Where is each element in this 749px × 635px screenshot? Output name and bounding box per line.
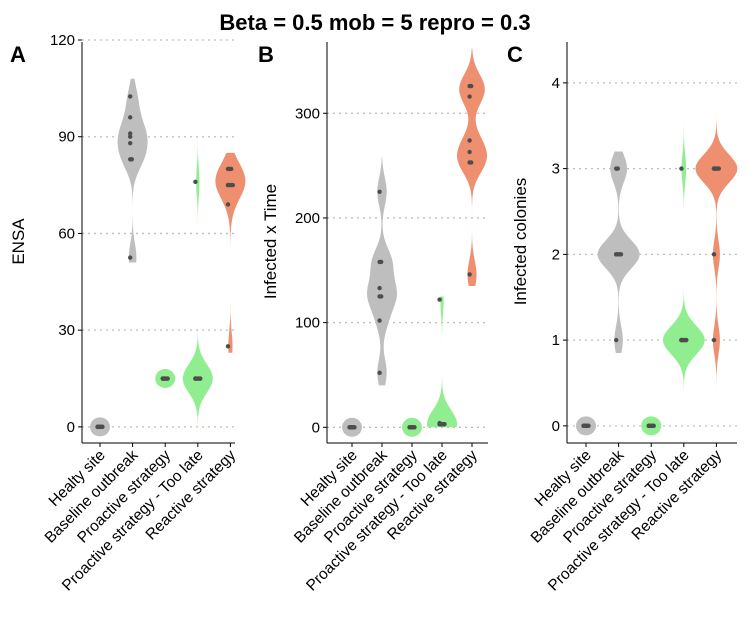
data-point [469, 160, 474, 165]
data-point [129, 157, 134, 162]
data-point [128, 131, 133, 136]
data-point [377, 318, 382, 323]
data-point [225, 344, 231, 349]
data-point [352, 425, 357, 430]
panel-label-c: C [507, 42, 523, 67]
data-point [128, 255, 133, 260]
violin-shape [367, 157, 397, 386]
data-point [586, 423, 591, 429]
data-point [225, 182, 231, 188]
data-point [711, 337, 717, 343]
violin-shape [215, 152, 246, 353]
violin-shape [457, 48, 487, 286]
data-point [128, 140, 133, 146]
data-point [97, 424, 102, 430]
y-axis-title: Infected colonies [511, 178, 530, 306]
figure-title: Beta = 0.5 mob = 5 repro = 0.3 [219, 10, 530, 35]
panel-label-a: A [10, 42, 26, 67]
data-point [377, 189, 382, 194]
y-tick-label: 0 [552, 418, 560, 435]
data-point [467, 94, 472, 99]
data-point [128, 115, 133, 120]
data-point [128, 94, 133, 99]
y-tick-label: 120 [50, 32, 75, 49]
y-tick-label: 300 [295, 105, 320, 122]
data-point [437, 420, 442, 426]
data-point [409, 425, 414, 430]
data-point [165, 376, 170, 381]
violin-shape [182, 123, 213, 427]
violin-shape [695, 74, 738, 401]
data-point [377, 285, 382, 291]
violin-shape [597, 151, 640, 353]
data-point [614, 252, 619, 257]
data-point [100, 424, 105, 430]
data-point [225, 202, 231, 207]
data-point [437, 297, 442, 302]
y-axis-title: Infected x Time [261, 184, 280, 299]
panel-label-b: B [258, 42, 274, 67]
data-point [230, 182, 235, 188]
y-tick-label: 3 [552, 161, 560, 178]
data-point [711, 252, 717, 257]
data-point [583, 423, 588, 429]
data-point [198, 376, 203, 381]
y-tick-label: 2 [552, 246, 560, 263]
data-point [679, 166, 684, 171]
data-point [229, 166, 234, 172]
y-tick-label: 90 [58, 129, 75, 146]
data-point [618, 252, 624, 257]
y-tick-label: 1 [552, 332, 560, 349]
y-tick-label: 200 [295, 210, 320, 227]
data-point [379, 294, 384, 299]
data-point [193, 179, 198, 185]
y-tick-label: 60 [58, 225, 75, 242]
data-point [128, 134, 133, 139]
data-point [648, 423, 653, 429]
violin-shape [117, 78, 148, 263]
data-point [442, 421, 447, 427]
data-point [651, 423, 656, 429]
data-point [379, 259, 384, 265]
data-point [193, 376, 198, 381]
data-point [615, 166, 620, 171]
y-tick-label: 30 [58, 322, 75, 339]
y-tick-label: 100 [295, 315, 320, 332]
data-point [469, 83, 474, 89]
data-point [467, 149, 472, 155]
violin-shape [427, 296, 457, 428]
data-point [713, 166, 718, 171]
data-point [679, 337, 684, 343]
data-point [377, 370, 382, 376]
y-tick-label: 0 [312, 419, 320, 436]
data-point [467, 138, 472, 143]
y-tick-label: 0 [67, 419, 75, 436]
violin-shape [662, 117, 705, 426]
data-point [412, 425, 417, 430]
data-point [614, 337, 619, 343]
data-point [684, 337, 689, 343]
y-tick-label: 4 [552, 75, 560, 92]
y-axis-title: ENSA [9, 218, 28, 265]
data-point [349, 425, 354, 430]
data-point [467, 272, 472, 277]
data-point [162, 376, 167, 381]
data-point [716, 166, 721, 171]
